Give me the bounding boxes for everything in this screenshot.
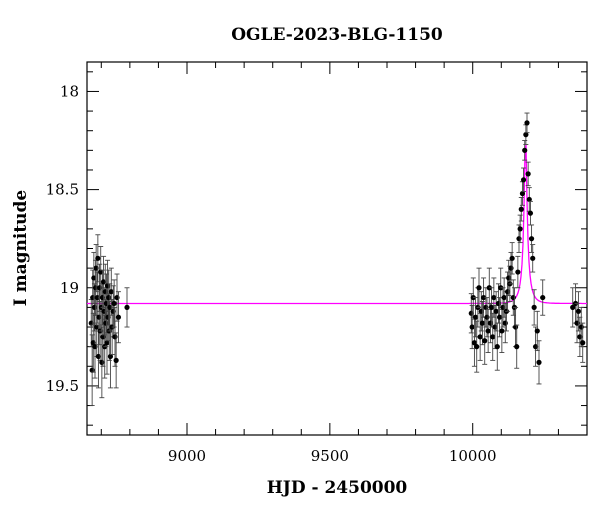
y-tick-label: 18	[60, 82, 79, 100]
data-point	[482, 338, 488, 344]
x-axis-label: HJD - 2450000	[267, 478, 408, 498]
data-point	[510, 294, 516, 301]
data-point	[108, 289, 114, 295]
data-point	[493, 308, 499, 314]
y-tick-label: 18.5	[46, 181, 79, 199]
data-point	[488, 304, 495, 310]
y-tick-label: 19	[60, 279, 79, 297]
data-point	[501, 294, 507, 301]
data-point	[471, 340, 478, 346]
data-point	[487, 320, 494, 326]
data-point	[496, 314, 503, 320]
data-point	[570, 304, 576, 310]
x-tick-label: 10000	[449, 447, 497, 465]
data-point	[479, 320, 486, 326]
axis-ticks	[87, 62, 588, 435]
data-point	[469, 324, 475, 330]
data-point	[494, 344, 500, 350]
data-point	[115, 314, 122, 320]
data-point	[514, 344, 520, 350]
data-point	[111, 300, 117, 307]
model-curve-group	[87, 144, 587, 305]
data-point	[91, 304, 98, 310]
data-point	[519, 190, 526, 197]
data-point	[540, 294, 546, 301]
data-point	[518, 206, 524, 212]
data-point	[95, 255, 101, 261]
data-point	[474, 344, 480, 350]
data-point	[477, 334, 483, 340]
data-points-group	[88, 112, 586, 407]
data-point	[96, 314, 102, 320]
data-point	[491, 294, 497, 301]
data-point	[528, 236, 535, 242]
data-point	[104, 340, 110, 346]
data-point	[575, 308, 582, 314]
data-point	[113, 357, 119, 363]
data-point	[520, 177, 527, 183]
data-point	[478, 308, 484, 314]
data-point	[506, 275, 512, 281]
data-point	[580, 340, 586, 346]
data-point	[516, 236, 522, 242]
data-point	[525, 171, 531, 177]
x-tick-label: 9500	[311, 447, 349, 465]
data-point	[527, 210, 534, 216]
data-point	[490, 334, 496, 340]
data-point	[531, 304, 537, 310]
y-tick-labels: 18 18.5 19 19.5	[46, 82, 79, 394]
data-point	[99, 359, 105, 365]
chart-title: OGLE-2023-BLG-1150	[231, 25, 443, 45]
data-point	[107, 353, 114, 360]
data-point	[495, 300, 502, 307]
model-curve	[87, 144, 587, 305]
data-point	[500, 304, 506, 310]
data-point	[530, 255, 536, 261]
data-point	[476, 285, 482, 291]
data-point	[526, 196, 532, 203]
data-point	[508, 265, 514, 271]
data-point	[509, 255, 515, 261]
data-point	[523, 132, 529, 138]
data-point	[504, 289, 511, 295]
y-axis-label: I magnitude	[11, 190, 31, 307]
data-point	[515, 269, 521, 275]
data-point	[522, 147, 528, 153]
data-point	[484, 314, 490, 320]
data-point	[534, 328, 540, 334]
data-point	[502, 320, 508, 326]
data-point	[517, 226, 523, 232]
data-point	[536, 359, 542, 365]
data-point	[524, 120, 530, 126]
data-point	[112, 334, 118, 340]
x-tick-labels: 9000 9500 10000	[168, 447, 497, 465]
data-point	[485, 328, 491, 334]
data-point	[499, 328, 505, 334]
x-tick-label: 9000	[168, 447, 206, 465]
data-point	[492, 324, 498, 330]
data-point	[124, 304, 130, 310]
data-point	[480, 294, 487, 301]
data-point	[472, 314, 479, 320]
y-tick-label: 19.5	[46, 377, 79, 395]
